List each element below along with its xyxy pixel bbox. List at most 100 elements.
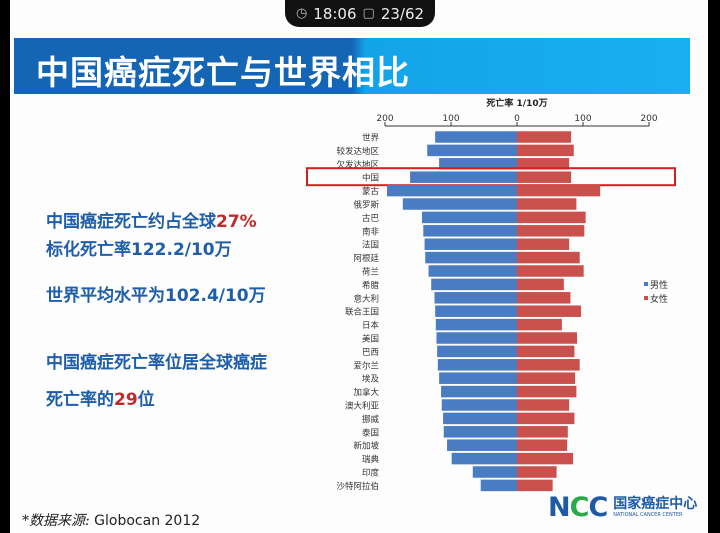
- bar-male: [434, 292, 517, 304]
- bar-male: [386, 184, 517, 197]
- category-label: 意大利: [353, 293, 379, 304]
- bar-male: [472, 466, 517, 478]
- bar-male: [437, 359, 517, 371]
- bar-female: [517, 225, 585, 237]
- bar-male: [480, 479, 517, 492]
- bar-female: [517, 345, 575, 358]
- category-label: 阿根廷: [353, 253, 379, 264]
- category-label: 法国: [362, 240, 379, 251]
- bar-male: [435, 131, 517, 143]
- bar-male: [421, 211, 517, 224]
- bar-male: [436, 332, 517, 344]
- bar-female: [517, 332, 578, 344]
- category-label: 较发达地区: [336, 146, 379, 157]
- category-label: 加拿大: [353, 387, 379, 398]
- bar-female: [517, 318, 562, 331]
- bar-male: [443, 412, 517, 425]
- ncc-logo: NCC 国家癌症中心 NATIONAL CANCER CENTER: [548, 492, 698, 523]
- bar-male: [441, 399, 517, 411]
- status-bar: ◷ 18:06 ▢ 23/62: [285, 0, 435, 27]
- legend-swatch: [644, 282, 648, 286]
- category-label: 美国: [362, 334, 379, 345]
- bar-male: [439, 372, 517, 384]
- category-label: 沙特阿拉伯: [336, 481, 379, 492]
- category-label: 挪威: [362, 414, 380, 425]
- category-label: 古巴: [362, 213, 380, 224]
- bar-male: [425, 251, 517, 264]
- bar-female: [517, 171, 572, 183]
- x-tick-label: 0: [514, 114, 520, 124]
- category-label: 瑞典: [362, 454, 380, 465]
- category-label: 巴西: [362, 348, 379, 358]
- bar-male: [435, 318, 517, 331]
- bar-female: [517, 359, 580, 371]
- category-label: 爱尔兰: [353, 360, 379, 371]
- category-label: 日本: [362, 320, 380, 331]
- text-line-3: 世界平均水平为102.4/10万: [46, 286, 266, 306]
- bar-male: [447, 439, 517, 451]
- bar-male: [437, 345, 517, 358]
- category-label: 新加坡: [353, 441, 379, 452]
- text-line-5: 死亡率的29位: [46, 390, 155, 410]
- category-label: 希腊: [362, 280, 380, 291]
- x-tick-label: 100: [442, 114, 459, 124]
- category-label: 欠发达地区: [336, 159, 379, 170]
- text-line-4: 中国癌症死亡率位居全球癌症: [46, 353, 267, 373]
- bar-female: [517, 479, 553, 492]
- bar-female: [517, 265, 584, 277]
- bar-male: [427, 144, 517, 157]
- time: 18:06: [313, 4, 357, 23]
- category-label: 泰国: [362, 427, 379, 438]
- bar-female: [517, 144, 574, 157]
- footnote: *数据来源: Globocan 2012: [22, 513, 201, 529]
- category-label: 南非: [362, 226, 380, 237]
- bar-male: [424, 238, 517, 250]
- slide-title: 中国癌症死亡与世界相比: [36, 53, 410, 92]
- x-tick-label: 200: [376, 114, 393, 124]
- bar-female: [517, 278, 564, 291]
- bar-female: [517, 158, 570, 170]
- bar-female: [517, 452, 574, 465]
- bar-female: [517, 251, 580, 264]
- bar-female: [517, 466, 557, 478]
- legend-label: 男性: [650, 279, 668, 291]
- page-icon: ▢: [362, 6, 375, 21]
- category-label: 世界: [362, 133, 380, 144]
- bar-male: [402, 198, 517, 210]
- bar-male: [451, 452, 517, 465]
- x-tick-label: 200: [640, 114, 657, 124]
- highlight-rank: 29: [114, 390, 138, 410]
- bar-male: [435, 305, 517, 317]
- bar-male: [439, 158, 517, 170]
- legend-label: 女性: [650, 293, 668, 305]
- bar-female: [517, 184, 601, 197]
- text-line-1: 中国癌症死亡约占全球27%: [46, 212, 257, 232]
- bar-male: [428, 265, 517, 277]
- bar-female: [517, 426, 568, 438]
- title-bar: 中国癌症死亡与世界相比: [14, 38, 690, 94]
- bar-male: [431, 278, 517, 291]
- chart-title: 死亡率 1/10万: [485, 97, 547, 109]
- bar-female: [517, 385, 577, 398]
- bar-male: [423, 225, 517, 237]
- category-label: 俄罗斯: [353, 200, 379, 211]
- page-counter: 23/62: [380, 4, 425, 23]
- bar-female: [517, 305, 582, 317]
- bar-female: [517, 198, 577, 210]
- bar-male: [441, 385, 517, 398]
- bar-male: [443, 426, 517, 438]
- category-label: 荷兰: [362, 267, 379, 278]
- legend-swatch: [644, 296, 648, 300]
- bar-female: [517, 131, 572, 143]
- category-label: 澳大利亚: [345, 401, 380, 412]
- clock-icon: ◷: [295, 6, 308, 21]
- bar-female: [517, 399, 570, 411]
- bar-female: [517, 412, 575, 425]
- x-tick-label: 100: [574, 114, 591, 124]
- bar-female: [517, 292, 571, 304]
- bar-male: [410, 171, 517, 183]
- category-label: 埃及: [362, 374, 380, 385]
- category-label: 蒙古: [362, 186, 380, 197]
- highlight-27pct: 27%: [216, 212, 257, 232]
